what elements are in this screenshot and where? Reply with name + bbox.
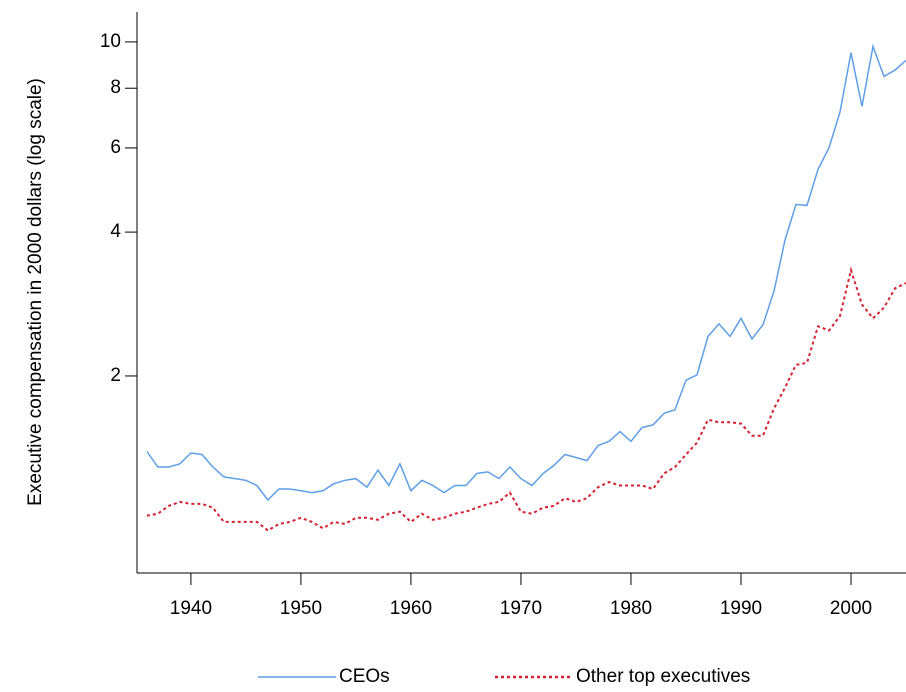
x-tick-label: 2000: [830, 598, 872, 619]
y-tick-label: 10: [100, 31, 121, 52]
x-tick-label: 1940: [170, 598, 212, 619]
y-tick-label: 8: [110, 77, 121, 98]
x-tick-label: 1960: [390, 598, 432, 619]
x-tick-label: 1990: [720, 598, 762, 619]
y-tick-label: 2: [110, 365, 121, 386]
x-tick-label: 1970: [500, 598, 542, 619]
legend-label: Other top executives: [576, 666, 750, 687]
x-tick-label: 1980: [610, 598, 652, 619]
line-series: [146, 43, 906, 502]
y-tick-label: 4: [110, 221, 121, 242]
legend-label: CEOs: [339, 666, 390, 687]
x-tick-label: 1950: [280, 598, 322, 619]
y-axis-label: Executive compensation in 2000 dollars (…: [25, 78, 46, 506]
y-tick-label: 6: [110, 137, 121, 158]
